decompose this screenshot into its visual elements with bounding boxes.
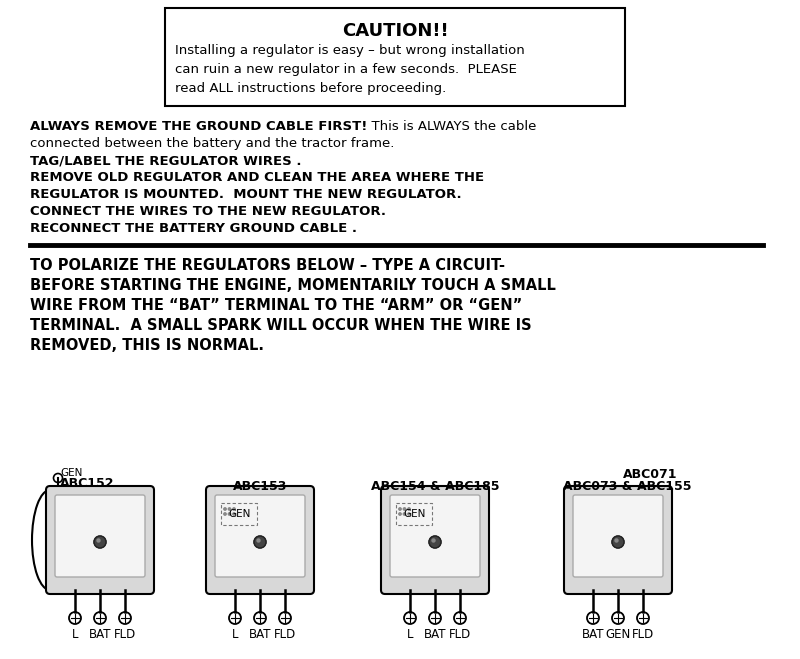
Text: GEN: GEN xyxy=(229,509,251,519)
Circle shape xyxy=(398,513,401,515)
Circle shape xyxy=(615,539,618,542)
Text: REGULATOR IS MOUNTED.  MOUNT THE NEW REGULATOR.: REGULATOR IS MOUNTED. MOUNT THE NEW REGU… xyxy=(30,188,462,201)
FancyBboxPatch shape xyxy=(46,486,154,594)
FancyBboxPatch shape xyxy=(55,495,145,577)
FancyBboxPatch shape xyxy=(206,486,314,594)
Text: GEN: GEN xyxy=(606,628,630,641)
Circle shape xyxy=(408,513,410,515)
Text: REMOVED, THIS IS NORMAL.: REMOVED, THIS IS NORMAL. xyxy=(30,338,264,353)
FancyBboxPatch shape xyxy=(381,486,489,594)
Text: GEN: GEN xyxy=(404,509,426,519)
FancyBboxPatch shape xyxy=(215,495,305,577)
Text: read ALL instructions before proceeding.: read ALL instructions before proceeding. xyxy=(175,82,446,95)
Circle shape xyxy=(97,539,100,542)
Text: GEN: GEN xyxy=(60,468,82,478)
Circle shape xyxy=(254,536,266,548)
Text: RECONNECT THE BATTERY GROUND CABLE .: RECONNECT THE BATTERY GROUND CABLE . xyxy=(30,222,357,235)
Text: ABC153: ABC153 xyxy=(233,480,287,493)
Text: ABC071: ABC071 xyxy=(623,468,678,481)
Text: ABC154 & ABC185: ABC154 & ABC185 xyxy=(370,480,499,493)
Text: FLD: FLD xyxy=(114,628,136,641)
Text: FLD: FLD xyxy=(274,628,296,641)
Text: REMOVE OLD REGULATOR AND CLEAN THE AREA WHERE THE: REMOVE OLD REGULATOR AND CLEAN THE AREA … xyxy=(30,171,484,184)
FancyBboxPatch shape xyxy=(165,8,625,106)
Text: L: L xyxy=(72,628,78,641)
Circle shape xyxy=(228,513,230,515)
Circle shape xyxy=(94,536,106,548)
FancyBboxPatch shape xyxy=(221,503,257,525)
Circle shape xyxy=(429,536,441,548)
FancyBboxPatch shape xyxy=(573,495,663,577)
Text: CAUTION!!: CAUTION!! xyxy=(342,22,448,40)
Circle shape xyxy=(233,508,235,510)
FancyBboxPatch shape xyxy=(390,495,480,577)
Circle shape xyxy=(408,508,410,510)
Text: TO POLARIZE THE REGULATORS BELOW – TYPE A CIRCUIT-: TO POLARIZE THE REGULATORS BELOW – TYPE … xyxy=(30,258,505,273)
Circle shape xyxy=(403,508,406,510)
Circle shape xyxy=(403,513,406,515)
Text: This is ALWAYS the cable: This is ALWAYS the cable xyxy=(363,120,536,133)
FancyBboxPatch shape xyxy=(396,503,432,525)
Text: BAT: BAT xyxy=(89,628,111,641)
Text: BAT: BAT xyxy=(424,628,446,641)
Text: L: L xyxy=(232,628,238,641)
Text: FLD: FLD xyxy=(449,628,471,641)
Text: BAT: BAT xyxy=(249,628,271,641)
Circle shape xyxy=(224,508,226,510)
Text: Installing a regulator is easy – but wrong installation: Installing a regulator is easy – but wro… xyxy=(175,44,525,57)
Text: connected between the battery and the tractor frame.: connected between the battery and the tr… xyxy=(30,137,394,150)
Text: TERMINAL.  A SMALL SPARK WILL OCCUR WHEN THE WIRE IS: TERMINAL. A SMALL SPARK WILL OCCUR WHEN … xyxy=(30,318,532,333)
Text: ABC073 & ABC155: ABC073 & ABC155 xyxy=(563,480,691,493)
Text: CONNECT THE WIRES TO THE NEW REGULATOR.: CONNECT THE WIRES TO THE NEW REGULATOR. xyxy=(30,205,386,218)
Text: FLD: FLD xyxy=(632,628,654,641)
Circle shape xyxy=(224,513,226,515)
Circle shape xyxy=(612,536,624,548)
Text: TAG/LABEL THE REGULATOR WIRES .: TAG/LABEL THE REGULATOR WIRES . xyxy=(30,154,302,167)
Text: ABC152: ABC152 xyxy=(60,477,114,490)
Text: BEFORE STARTING THE ENGINE, MOMENTARILY TOUCH A SMALL: BEFORE STARTING THE ENGINE, MOMENTARILY … xyxy=(30,278,556,293)
Text: ALWAYS REMOVE THE GROUND CABLE FIRST!: ALWAYS REMOVE THE GROUND CABLE FIRST! xyxy=(30,120,367,133)
FancyBboxPatch shape xyxy=(564,486,672,594)
Circle shape xyxy=(432,539,435,542)
Circle shape xyxy=(398,508,401,510)
Circle shape xyxy=(257,539,260,542)
Text: WIRE FROM THE “BAT” TERMINAL TO THE “ARM” OR “GEN”: WIRE FROM THE “BAT” TERMINAL TO THE “ARM… xyxy=(30,298,522,313)
Text: BAT: BAT xyxy=(582,628,604,641)
Circle shape xyxy=(228,508,230,510)
Text: can ruin a new regulator in a few seconds.  PLEASE: can ruin a new regulator in a few second… xyxy=(175,63,517,76)
Text: L: L xyxy=(406,628,414,641)
Circle shape xyxy=(233,513,235,515)
